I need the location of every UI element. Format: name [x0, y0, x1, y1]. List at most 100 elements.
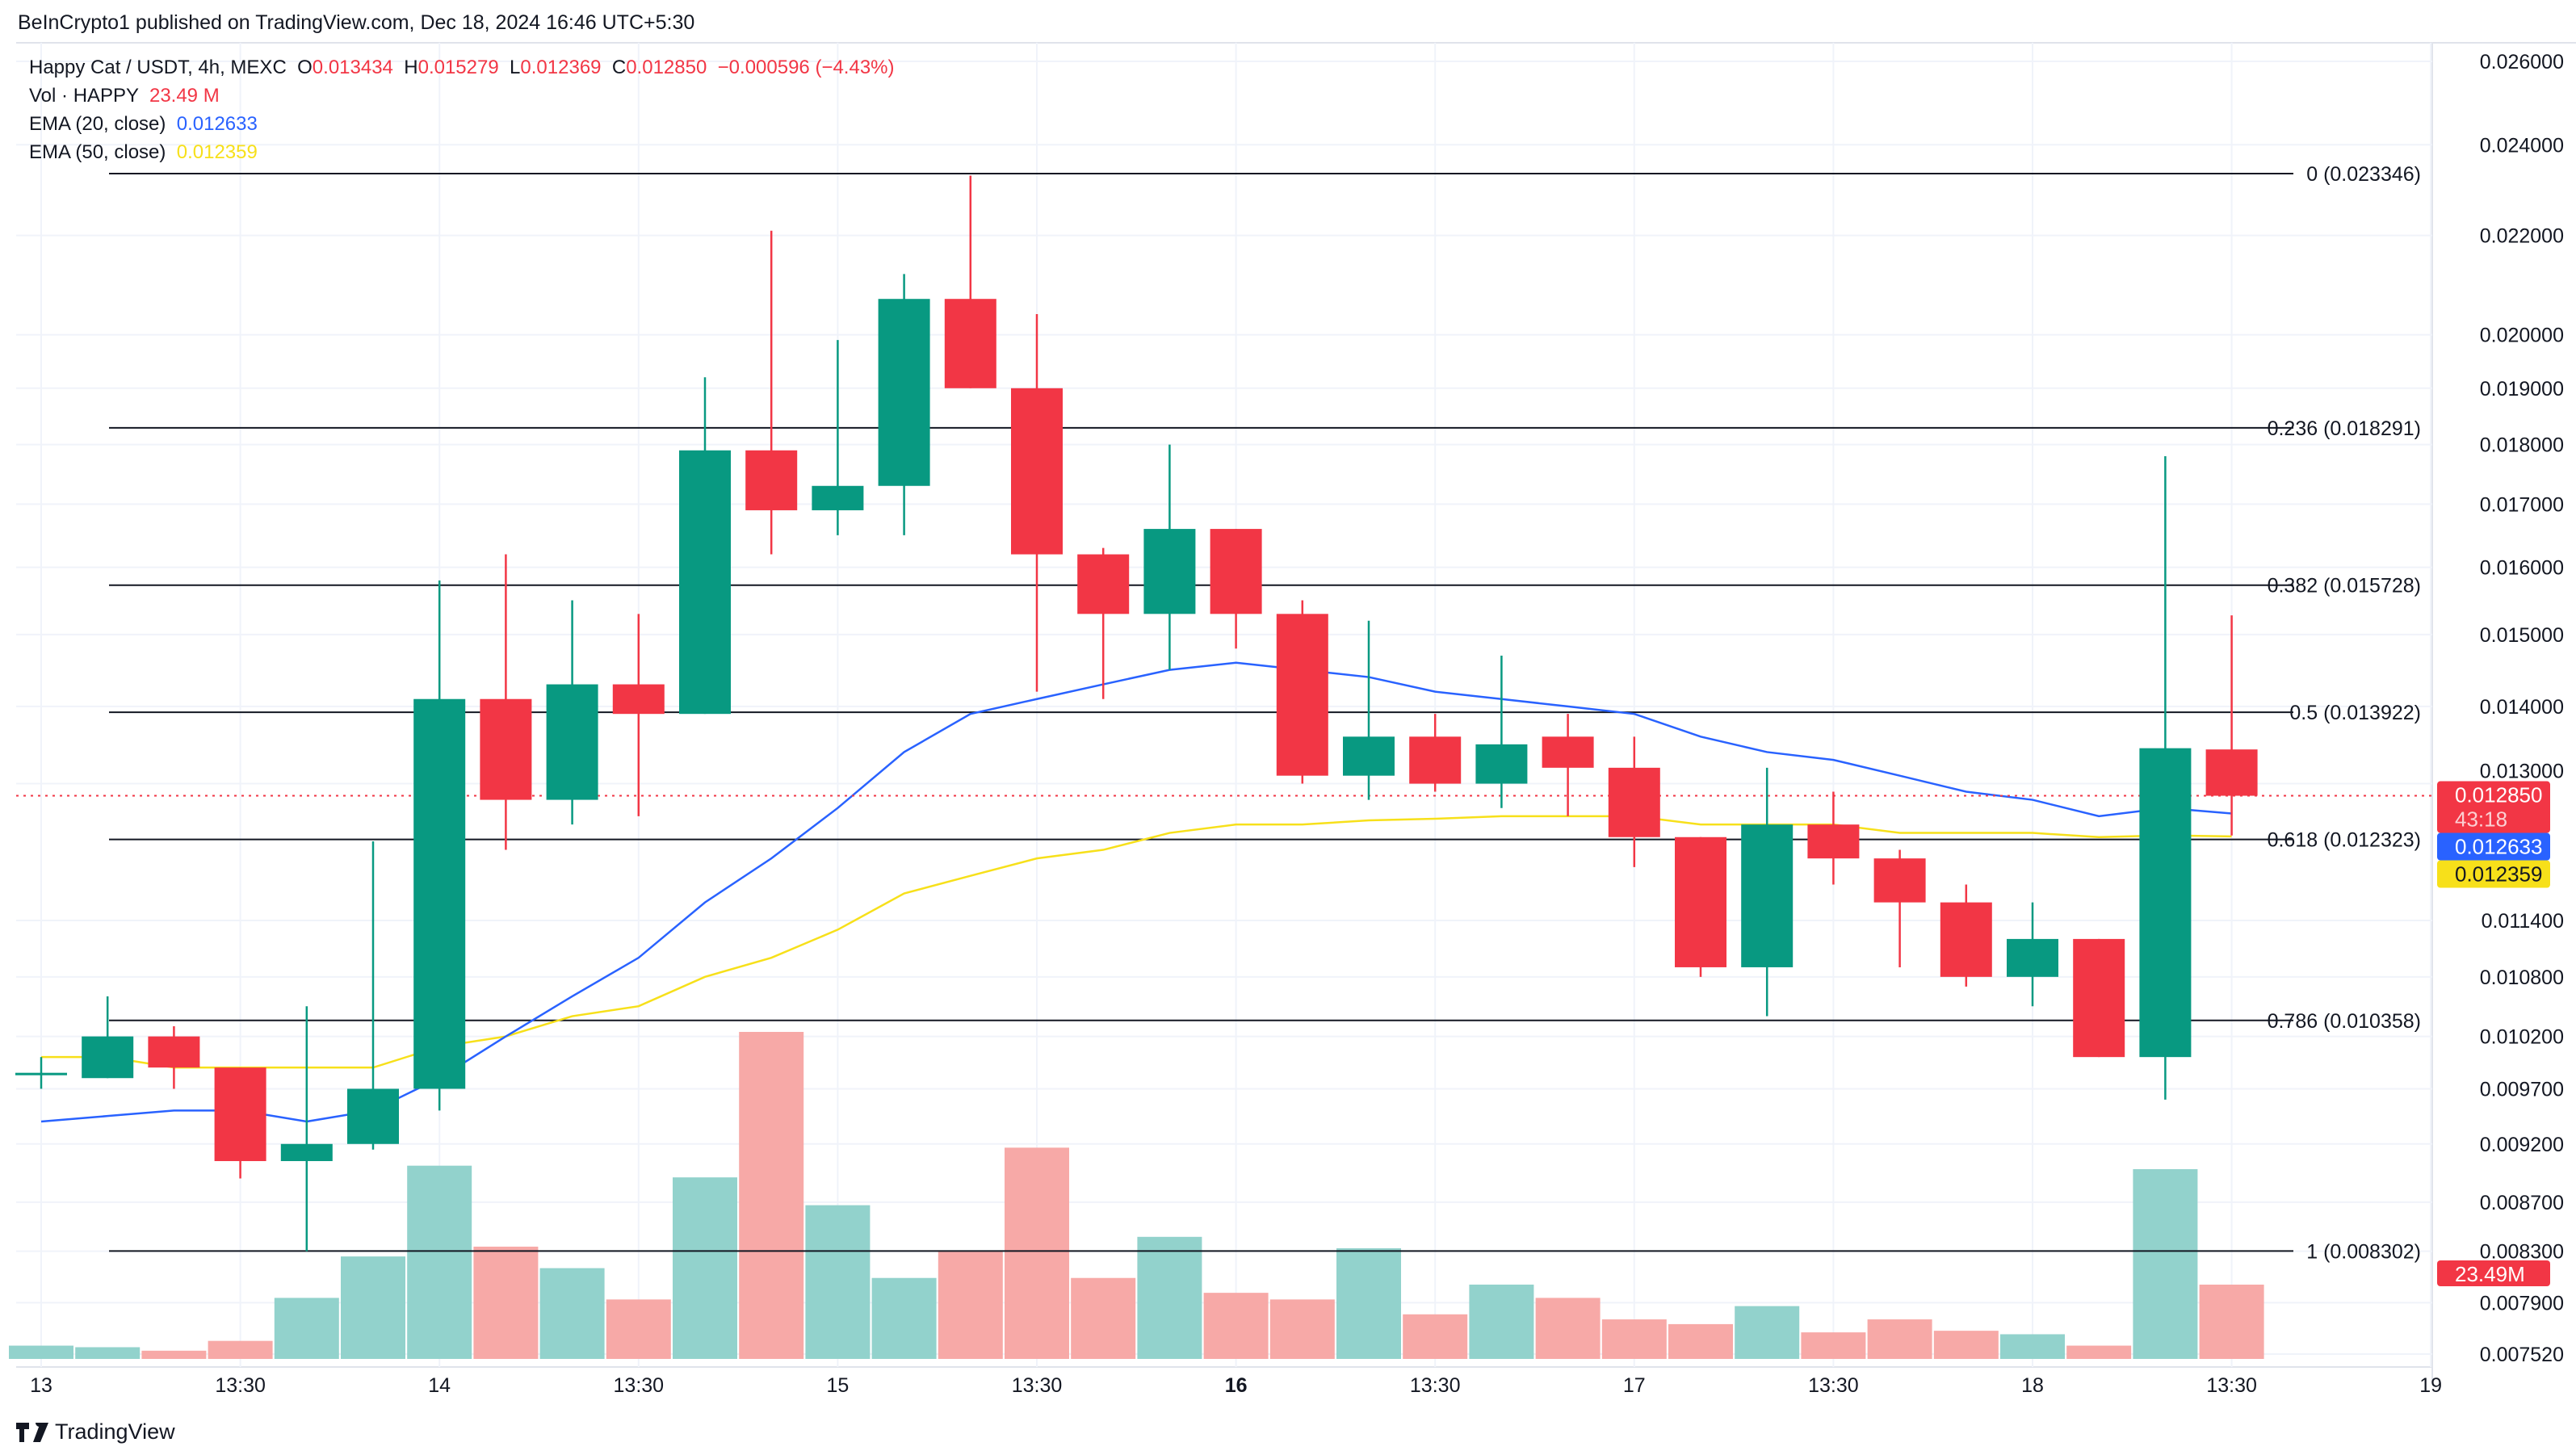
candle — [214, 1067, 266, 1179]
candle-body — [1675, 837, 1726, 967]
close-label: C — [611, 57, 627, 78]
y-tick-label: 0.009200 — [2480, 1134, 2564, 1156]
candle — [1343, 620, 1395, 800]
ema20-tag-text: 0.012633 — [2455, 835, 2542, 859]
candle-body — [1077, 554, 1130, 614]
volume-bar — [1336, 1247, 1401, 1359]
fib-level-label: 0.382 (0.015728) — [2268, 575, 2421, 598]
volume-bar — [141, 1350, 207, 1359]
y-tick-label: 0.013000 — [2480, 761, 2564, 783]
volume-bar — [75, 1347, 141, 1359]
ema50-tag-bg — [2437, 860, 2550, 888]
x-tick-label: 13:30 — [614, 1374, 665, 1397]
volume-bar — [1801, 1332, 1866, 1359]
ema50-label: EMA (50, close) — [29, 141, 166, 163]
volume-bar — [2199, 1284, 2264, 1359]
candle — [1807, 791, 1860, 885]
y-tick-label: 0.015000 — [2480, 624, 2564, 647]
change-value: −0.000596 (−4.43%) — [717, 57, 895, 78]
symbol-legend: Happy Cat / USDT, 4h, MEXC O0.013434 H0.… — [29, 57, 895, 79]
fib-level-label: 1 (0.008302) — [2306, 1240, 2421, 1263]
volume-bar — [9, 1345, 73, 1359]
candle-body — [1210, 529, 1262, 614]
volume-bar — [1601, 1319, 1667, 1359]
symbol-name[interactable]: Happy Cat / USDT, 4h, MEXC — [29, 57, 287, 78]
candle — [480, 554, 532, 850]
candle-body — [1143, 529, 1196, 614]
candle-body — [2007, 938, 2058, 977]
candle-body — [1475, 744, 1528, 784]
volume-value: 23.49 M — [149, 85, 220, 107]
volume-bar — [1071, 1277, 1136, 1359]
candle — [2073, 938, 2125, 1058]
volume-bar — [1203, 1293, 1269, 1359]
volume-bar — [938, 1252, 1003, 1359]
volume-bar — [2000, 1334, 2065, 1359]
candle-body — [480, 698, 532, 800]
volume-legend[interactable]: Vol · HAPPY 23.49 M — [29, 85, 220, 107]
volume-tag-text: 23.49M — [2455, 1262, 2525, 1286]
candle-body — [2139, 748, 2192, 1058]
y-tick-label: 0.022000 — [2480, 225, 2564, 248]
volume-bar — [871, 1277, 937, 1359]
tradingview-logo-icon — [16, 1422, 48, 1442]
candle-body — [2205, 749, 2258, 796]
y-tick-label: 0.008700 — [2480, 1192, 2564, 1214]
ema50-legend[interactable]: EMA (50, close) 0.012359 — [29, 141, 258, 164]
ema20-line — [40, 661, 2232, 1123]
open-label: O — [297, 57, 313, 78]
candle-body — [1608, 767, 1660, 837]
low-label: L — [510, 57, 521, 78]
volume-bar — [1735, 1306, 1800, 1359]
y-tick-label: 0.017000 — [2480, 493, 2564, 516]
candle-body — [2073, 938, 2125, 1058]
x-tick-label: 17 — [1623, 1374, 1646, 1397]
volume-bar — [208, 1340, 273, 1359]
candle-body — [812, 485, 864, 510]
volume-bar — [473, 1246, 539, 1359]
y-tick-label: 0.014000 — [2480, 696, 2564, 719]
volume-bar — [274, 1298, 339, 1359]
candle-body — [280, 1143, 333, 1161]
volume-bar — [739, 1032, 804, 1359]
candle — [745, 230, 798, 555]
y-tick-label: 0.011400 — [2482, 910, 2564, 933]
ema50-value: 0.012359 — [176, 141, 258, 163]
tradingview-brand[interactable]: TradingView — [16, 1419, 175, 1445]
y-tick-label: 0.010200 — [2480, 1026, 2564, 1049]
x-tick-label: 14 — [428, 1374, 451, 1397]
volume-bar — [539, 1268, 605, 1359]
candle — [1475, 655, 1528, 808]
volume-label: Vol · HAPPY — [29, 85, 139, 107]
candle — [2205, 615, 2258, 836]
candle — [1143, 444, 1196, 670]
candle — [280, 1006, 333, 1252]
ema20-legend[interactable]: EMA (20, close) 0.012633 — [29, 113, 258, 136]
candle — [82, 996, 134, 1079]
candle-body — [944, 299, 996, 388]
volume-bar — [1403, 1314, 1468, 1359]
candle — [1409, 714, 1462, 792]
fib-level-label: 0.618 (0.012323) — [2268, 829, 2421, 852]
candle — [2139, 455, 2192, 1100]
low-value: 0.012369 — [520, 57, 602, 78]
x-tick-label: 13:30 — [1410, 1374, 1461, 1397]
candle — [413, 580, 466, 1111]
y-tick-label: 0.024000 — [2480, 134, 2564, 157]
candle-body — [1409, 736, 1462, 784]
candle-body — [15, 1072, 67, 1076]
candle-body — [347, 1088, 399, 1144]
candle-body — [1011, 388, 1063, 555]
volume-bar — [407, 1165, 472, 1359]
candle — [679, 377, 731, 715]
high-label: H — [404, 57, 418, 78]
published-caption: BeInCrypto1 published on TradingView.com… — [18, 11, 695, 34]
volume-bar — [606, 1299, 671, 1359]
brand-name: TradingView — [55, 1419, 175, 1444]
y-tick-label: 0.010800 — [2480, 967, 2564, 989]
x-tick-label: 13 — [30, 1374, 52, 1397]
y-tick-label: 0.007520 — [2480, 1344, 2564, 1366]
y-tick-label: 0.020000 — [2480, 325, 2564, 347]
candle — [1077, 547, 1130, 699]
